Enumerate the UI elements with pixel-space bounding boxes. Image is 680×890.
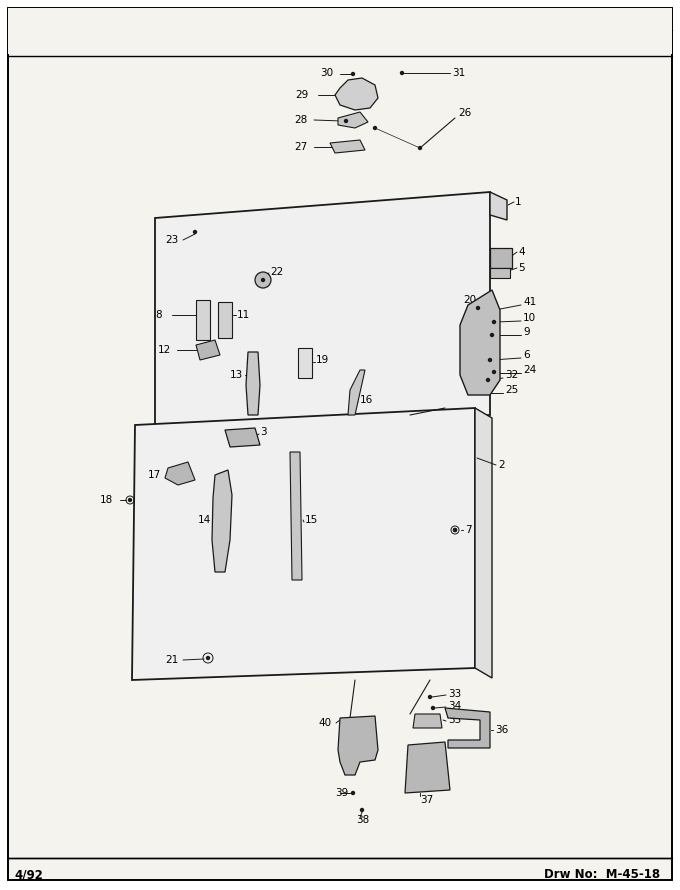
Text: 23: 23 — [165, 235, 178, 245]
Text: 24: 24 — [523, 365, 537, 375]
Polygon shape — [338, 112, 368, 128]
Bar — [8, 8, 672, 30]
Bar — [8, 30, 672, 54]
Circle shape — [255, 272, 271, 288]
Polygon shape — [290, 452, 302, 580]
Polygon shape — [155, 192, 490, 432]
Polygon shape — [460, 290, 500, 395]
Text: 34: 34 — [448, 701, 461, 711]
Circle shape — [401, 71, 403, 75]
Text: 7: 7 — [465, 525, 472, 535]
Circle shape — [486, 378, 490, 382]
Polygon shape — [196, 340, 220, 360]
Text: 28: 28 — [294, 115, 307, 125]
Text: 29: 29 — [295, 90, 308, 100]
Text: Drw No:  M-45-18: Drw No: M-45-18 — [544, 868, 660, 881]
Text: 14: 14 — [198, 515, 211, 525]
Text: 1: 1 — [515, 197, 522, 207]
Text: 5: 5 — [518, 263, 525, 273]
Text: Section:  OUTER DOOR: Section: OUTER DOOR — [12, 18, 148, 31]
Polygon shape — [246, 352, 260, 415]
Polygon shape — [218, 302, 232, 338]
Polygon shape — [490, 268, 510, 278]
Text: Section:  OUTER DOOR: Section: OUTER DOOR — [12, 18, 148, 31]
Circle shape — [454, 529, 456, 531]
Text: Models:  RTS1700AA(*): Models: RTS1700AA(*) — [12, 40, 165, 53]
Text: 31: 31 — [452, 68, 465, 78]
Polygon shape — [490, 248, 512, 268]
Circle shape — [432, 707, 435, 709]
Text: Models:  RTS1700AA(*): Models: RTS1700AA(*) — [12, 40, 165, 53]
Text: 18: 18 — [100, 495, 114, 505]
Text: 13: 13 — [230, 370, 243, 380]
Text: 8: 8 — [155, 310, 162, 320]
Text: 22: 22 — [270, 267, 284, 277]
Text: 41: 41 — [523, 297, 537, 307]
Text: 35: 35 — [448, 715, 461, 725]
Text: 33: 33 — [448, 689, 461, 699]
Text: 32: 32 — [505, 370, 518, 380]
Circle shape — [492, 320, 496, 323]
Text: 37: 37 — [420, 795, 433, 805]
Text: 40: 40 — [318, 718, 331, 728]
Text: 17: 17 — [148, 470, 161, 480]
Polygon shape — [405, 742, 450, 793]
Text: 16: 16 — [360, 395, 373, 405]
Polygon shape — [338, 716, 378, 775]
Text: 38: 38 — [356, 815, 369, 825]
Text: 21: 21 — [165, 655, 178, 665]
Circle shape — [352, 72, 354, 76]
Text: 27: 27 — [294, 142, 307, 152]
Circle shape — [490, 334, 494, 336]
Text: 39: 39 — [335, 788, 348, 798]
Text: 9: 9 — [523, 327, 530, 337]
Circle shape — [488, 359, 492, 361]
Text: 19: 19 — [316, 355, 329, 365]
Circle shape — [477, 306, 479, 310]
Circle shape — [418, 147, 422, 150]
Text: 10: 10 — [523, 313, 536, 323]
Polygon shape — [212, 470, 232, 572]
Circle shape — [345, 119, 347, 123]
Circle shape — [194, 231, 197, 233]
Text: 3: 3 — [260, 427, 267, 437]
Text: 4/92: 4/92 — [14, 868, 43, 881]
Polygon shape — [490, 192, 507, 220]
Polygon shape — [413, 714, 442, 728]
Polygon shape — [132, 408, 475, 680]
Text: 6: 6 — [523, 350, 530, 360]
Polygon shape — [348, 370, 365, 415]
Polygon shape — [330, 140, 365, 153]
Text: 26: 26 — [458, 108, 471, 118]
Circle shape — [428, 695, 432, 699]
Polygon shape — [335, 78, 378, 110]
Circle shape — [207, 657, 209, 659]
Circle shape — [492, 370, 496, 374]
Polygon shape — [165, 462, 195, 485]
Text: 25: 25 — [505, 385, 518, 395]
Circle shape — [373, 126, 377, 130]
Polygon shape — [225, 428, 260, 447]
Text: 30: 30 — [320, 68, 333, 78]
Polygon shape — [298, 348, 312, 378]
Text: 15: 15 — [305, 515, 318, 525]
Text: 36: 36 — [495, 725, 508, 735]
Text: 2: 2 — [498, 460, 505, 470]
Circle shape — [454, 529, 456, 531]
Text: 20: 20 — [463, 295, 476, 305]
Circle shape — [352, 791, 354, 795]
Polygon shape — [475, 408, 492, 678]
Circle shape — [360, 808, 364, 812]
Text: 12: 12 — [158, 345, 171, 355]
Circle shape — [262, 279, 265, 281]
Polygon shape — [196, 300, 210, 340]
Circle shape — [129, 498, 131, 501]
Text: 11: 11 — [237, 310, 250, 320]
Polygon shape — [445, 708, 490, 748]
Text: 4: 4 — [518, 247, 525, 257]
